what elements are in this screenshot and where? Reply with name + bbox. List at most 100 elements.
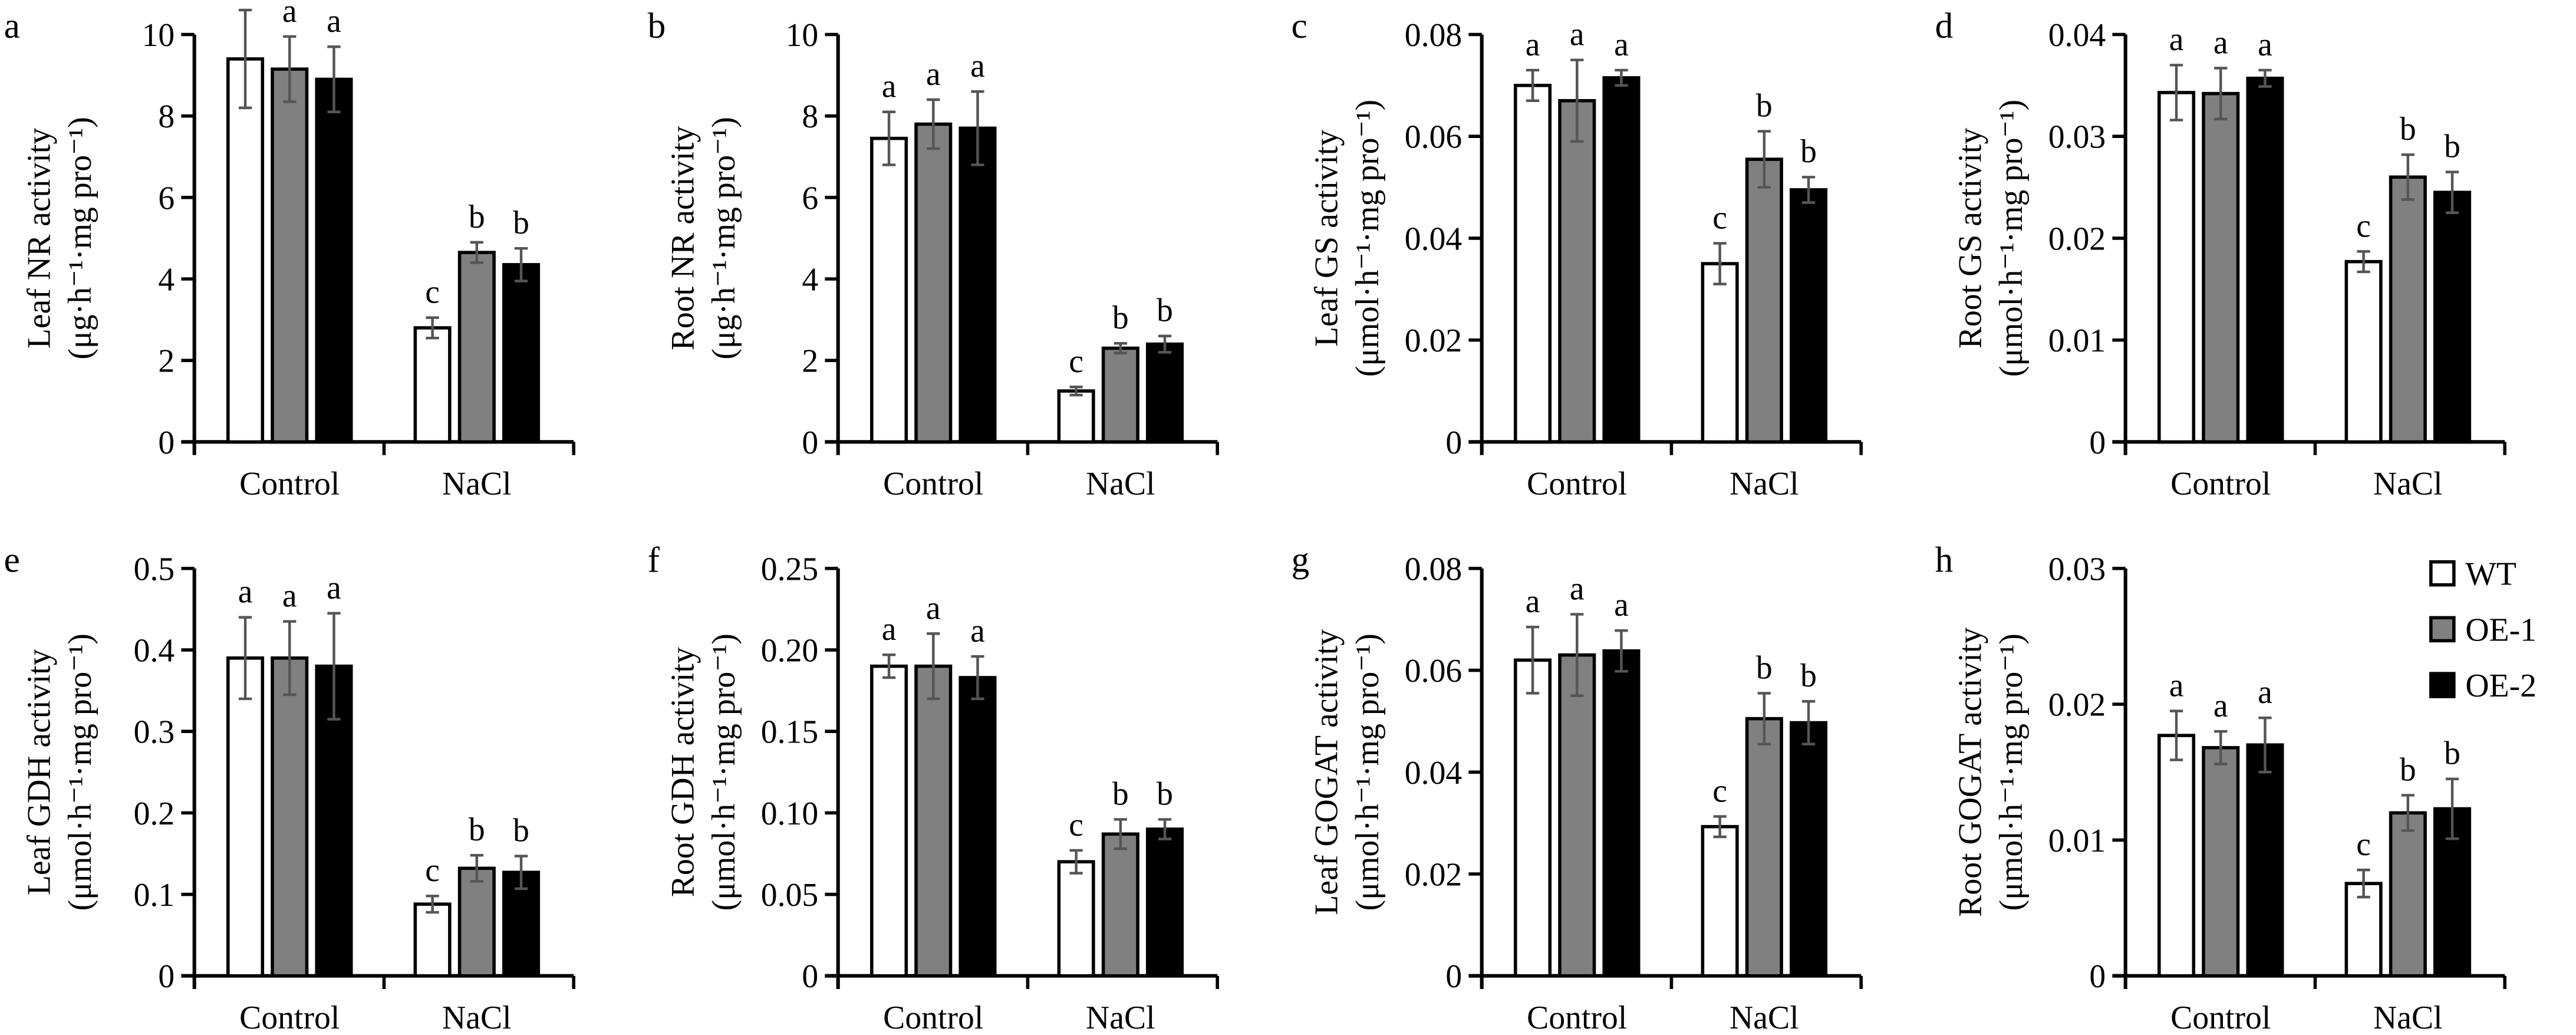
y-tick-label: 0.02 (1405, 856, 1462, 893)
y-tick-label: 0.02 (1405, 323, 1462, 359)
significance-letter: a (926, 590, 941, 626)
y-tick-label: 2 (802, 343, 818, 380)
y-tick-label: 0.03 (2048, 119, 2106, 156)
bar-oe-2-control (958, 676, 997, 978)
y-tick-label: 0.1 (134, 877, 175, 914)
y-tick-label: 0.08 (1405, 551, 1462, 587)
y-tick-label: 4 (802, 262, 818, 298)
bar-oe-1-nacl (2389, 175, 2427, 444)
legend-swatch-oe-2 (2429, 672, 2456, 698)
x-category-label: NaCl (1730, 1000, 1799, 1035)
y-tick-label: 0.01 (2048, 823, 2106, 859)
bar-oe-1-nacl (1101, 346, 1139, 444)
significance-letter: a (1614, 27, 1629, 63)
y-tick-label: 0 (1445, 425, 1462, 461)
significance-letter: b (513, 205, 529, 241)
significance-letter: c (1069, 807, 1083, 843)
x-category-label: Control (883, 1000, 983, 1035)
panel-d: d 0 0.01 0.02 0.03 0.04 Root GS activity (μmol·… (1935, 6, 2506, 502)
significance-letter: a (327, 570, 341, 606)
bar-oe-2-nacl (2433, 190, 2472, 444)
significance-letter: a (1526, 27, 1540, 63)
significance-letter: a (970, 613, 985, 649)
y-tick-label: 10 (786, 17, 819, 54)
significance-letter: c (2356, 826, 2371, 863)
x-category-label: NaCl (442, 1000, 512, 1035)
panel-b: b 0 2 4 6 8 10 Root NR activity (μg·h⁻¹·mg pro⁻¹… (648, 6, 1219, 502)
y-axis-label: Root NR activity (665, 126, 701, 350)
x-category-label: NaCl (1086, 466, 1155, 502)
significance-letter: b (1112, 300, 1129, 336)
significance-letter: a (282, 0, 297, 29)
significance-letter: b (2400, 751, 2416, 788)
y-tick-label: 0.04 (2048, 17, 2106, 54)
y-tick-label: 0.05 (761, 877, 818, 914)
y-tick-label: 0.2 (134, 796, 175, 832)
significance-letter: b (1756, 88, 1773, 124)
significance-letter: b (2400, 111, 2416, 147)
y-tick-label: 6 (158, 180, 174, 216)
significance-letter: b (1800, 133, 1817, 170)
bar-wt-control (870, 136, 908, 444)
y-axis-label: Leaf GDH activity (21, 649, 58, 895)
bar-oe-2-control (315, 77, 353, 444)
x-category-label: Control (239, 466, 340, 502)
bar-oe-1-control (2202, 91, 2240, 444)
bar-wt-nacl (2344, 259, 2383, 444)
bar-oe-1-control (914, 122, 953, 444)
x-category-label: Control (239, 1000, 340, 1035)
y-tick-label: 0.5 (134, 551, 175, 587)
y-axis-label: Leaf GOGAT activity (1309, 629, 1345, 915)
bar-wt-control (2157, 734, 2196, 978)
panel-h: h 0 0.01 0.02 0.03 Root GOGAT activity (μmol·h… (1935, 540, 2506, 1035)
y-axis-unit: (μg·h⁻¹·mg pro⁻¹) (706, 117, 742, 359)
panel-letter: f (648, 540, 660, 580)
significance-letter: b (469, 811, 485, 848)
bar-wt-nacl (2344, 882, 2383, 978)
significance-letter: b (1157, 293, 1173, 329)
significance-letter: c (1712, 199, 1727, 236)
y-tick-label: 0.02 (2048, 687, 2106, 724)
bar-wt-control (1514, 84, 1552, 444)
y-axis-unit: (μmol·h⁻¹·mg pro⁻¹) (1993, 100, 2030, 377)
significance-letter: a (1614, 587, 1629, 623)
y-tick-label: 8 (802, 98, 818, 135)
bar-oe-1-nacl (1745, 717, 1783, 978)
significance-letter: a (238, 0, 253, 3)
bar-wt-nacl (1701, 824, 1739, 978)
significance-letter: a (1570, 571, 1585, 607)
bar-oe-2-nacl (502, 263, 541, 444)
y-tick-label: 0.06 (1405, 653, 1462, 689)
y-axis-label: Leaf GS activity (1309, 130, 1345, 347)
legend-label: OE-1 (2465, 612, 2537, 648)
panel-e: e 0 0.1 0.2 0.3 0.4 0.5 Leaf GDH activity (μmol·… (4, 540, 575, 1035)
significance-letter: a (882, 611, 897, 648)
significance-letter: a (2213, 688, 2228, 724)
bar-oe-2-control (2246, 76, 2284, 444)
y-tick-label: 0 (158, 958, 174, 995)
y-axis-unit: (μmol·h⁻¹·mg pro⁻¹) (1349, 633, 1386, 911)
panel-a: a 0 2 4 6 8 10 Leaf NR activity (μg·h⁻¹·mg pro⁻¹… (4, 0, 575, 502)
panel-letter: h (1935, 540, 1954, 580)
bar-oe-1-nacl (1745, 157, 1783, 444)
panel-letter: d (1935, 6, 1954, 46)
significance-letter: a (2213, 24, 2228, 61)
y-tick-label: 0.3 (134, 714, 175, 751)
bar-oe-1-control (271, 67, 309, 444)
y-axis-unit: (μmol·h⁻¹·mg pro⁻¹) (706, 633, 742, 911)
y-axis-label: Root GDH activity (665, 647, 701, 897)
significance-letter: b (469, 199, 485, 235)
significance-letter: a (882, 68, 897, 105)
bar-oe-2-control (1602, 76, 1641, 444)
panel-letter: a (4, 6, 20, 46)
bar-oe-2-nacl (1146, 342, 1184, 444)
significance-letter: c (425, 274, 440, 311)
y-tick-label: 0.20 (761, 633, 818, 669)
x-category-label: Control (883, 466, 983, 502)
y-tick-label: 10 (142, 17, 175, 54)
bar-oe-2-nacl (1790, 721, 1828, 978)
significance-letter: b (513, 813, 529, 849)
significance-letter: a (1526, 583, 1540, 620)
significance-letter: b (1112, 776, 1129, 812)
y-axis-label: Leaf NR activity (21, 128, 58, 349)
